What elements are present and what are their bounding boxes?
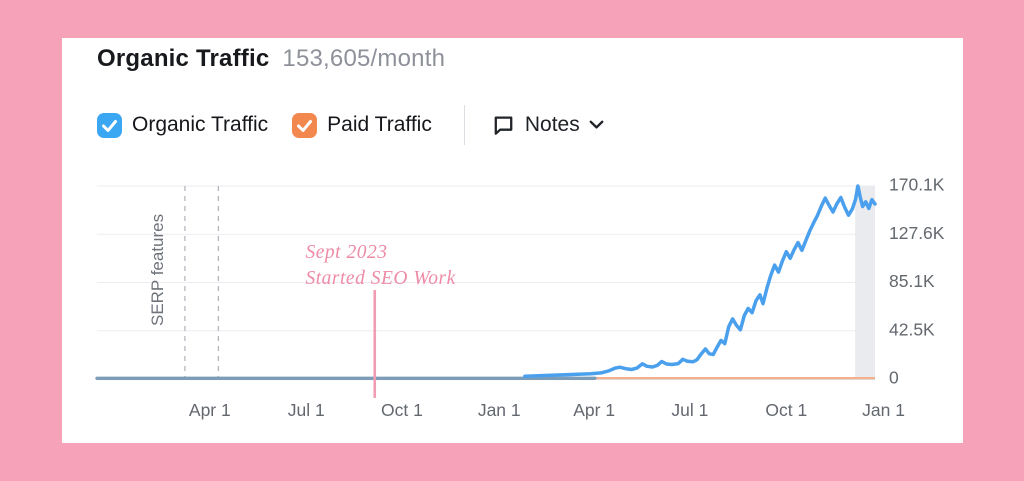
chevron-down-icon bbox=[589, 120, 604, 129]
serp-features-label: SERP features bbox=[148, 214, 167, 326]
notes-bubble-icon bbox=[494, 115, 513, 135]
traffic-value: 153,605/month bbox=[282, 45, 446, 72]
x-tick-label: Oct 1 bbox=[381, 400, 423, 420]
organic-traffic-checkbox-group[interactable]: Organic Traffic bbox=[97, 112, 269, 138]
latest-period-band bbox=[855, 186, 875, 379]
page-title: Organic Traffic bbox=[97, 45, 270, 72]
traffic-chart-plot[interactable]: SERP features Sept 2023 Started SEO Work 17… bbox=[62, 175, 963, 446]
check-icon bbox=[297, 119, 313, 132]
chart-toolbar: Organic Traffic Paid Traffic Notes bbox=[97, 103, 963, 147]
annotation-text: Sept 2023 bbox=[306, 242, 388, 263]
organic-traffic-checkbox[interactable] bbox=[97, 112, 122, 138]
x-tick-label: Jul 1 bbox=[288, 400, 325, 420]
y-tick-label: 127.6K bbox=[889, 223, 945, 243]
y-tick-label: 85.1K bbox=[889, 271, 935, 291]
x-tick-label: Jul 1 bbox=[671, 400, 708, 420]
organic-traffic-line bbox=[523, 184, 877, 378]
notes-dropdown[interactable]: Notes bbox=[491, 113, 604, 138]
check-icon bbox=[102, 119, 117, 132]
x-tick-label: Oct 1 bbox=[765, 400, 807, 420]
x-tick-label: Apr 1 bbox=[573, 400, 615, 420]
y-tick-label: 42.5K bbox=[889, 319, 935, 339]
y-tick-label: 0 bbox=[889, 368, 899, 388]
paid-traffic-label: Paid Traffic bbox=[327, 113, 432, 136]
card-header: Organic Traffic 153,605/month bbox=[97, 45, 963, 73]
x-tick-label: Jan 1 bbox=[478, 400, 521, 420]
x-tick-label: Apr 1 bbox=[189, 400, 231, 420]
paid-traffic-checkbox[interactable] bbox=[292, 112, 318, 138]
x-tick-label: Jan 1 bbox=[862, 400, 905, 420]
annotation-text: Started SEO Work bbox=[306, 268, 456, 289]
toolbar-divider bbox=[463, 105, 465, 145]
paid-traffic-checkbox-group[interactable]: Paid Traffic bbox=[292, 112, 432, 138]
organic-traffic-card: Organic Traffic 153,605/month Organic Tr… bbox=[62, 38, 963, 443]
organic-traffic-label: Organic Traffic bbox=[132, 113, 269, 136]
notes-label: Notes bbox=[524, 113, 580, 136]
y-tick-label: 170.1K bbox=[889, 178, 945, 195]
traffic-chart: SERP features Sept 2023 Started SEO Work 17… bbox=[62, 175, 963, 446]
